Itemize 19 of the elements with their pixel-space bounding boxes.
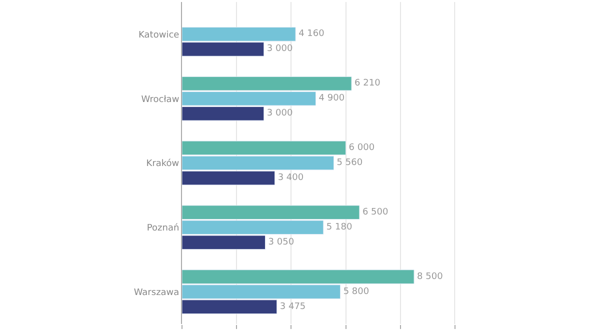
data-label: 4 160: [298, 29, 325, 40]
data-label: 3 475: [280, 302, 306, 312]
y-tick-label: Poznań: [146, 222, 180, 234]
y-tick-label: Wrocław: [141, 94, 180, 105]
data-label: 8 500: [417, 272, 444, 282]
data-label: 6 210: [354, 78, 381, 89]
data-label: 5 560: [336, 158, 363, 168]
data-label: 6 000: [348, 142, 375, 153]
data-label: 4 900: [318, 94, 345, 104]
data-label: 5 800: [343, 286, 370, 297]
data-label: 6 500: [362, 207, 388, 218]
data-label: 3 050: [268, 237, 294, 248]
data-label: 3 000: [266, 108, 293, 119]
y-tick-label: Warszawa: [134, 288, 180, 298]
data-label: 3 400: [278, 173, 304, 184]
y-tick-label: Katowice: [138, 30, 180, 40]
y-tick-label: Kraków: [146, 158, 180, 170]
data-label: 3 000: [266, 44, 293, 54]
data-label: 5 180: [326, 222, 352, 232]
